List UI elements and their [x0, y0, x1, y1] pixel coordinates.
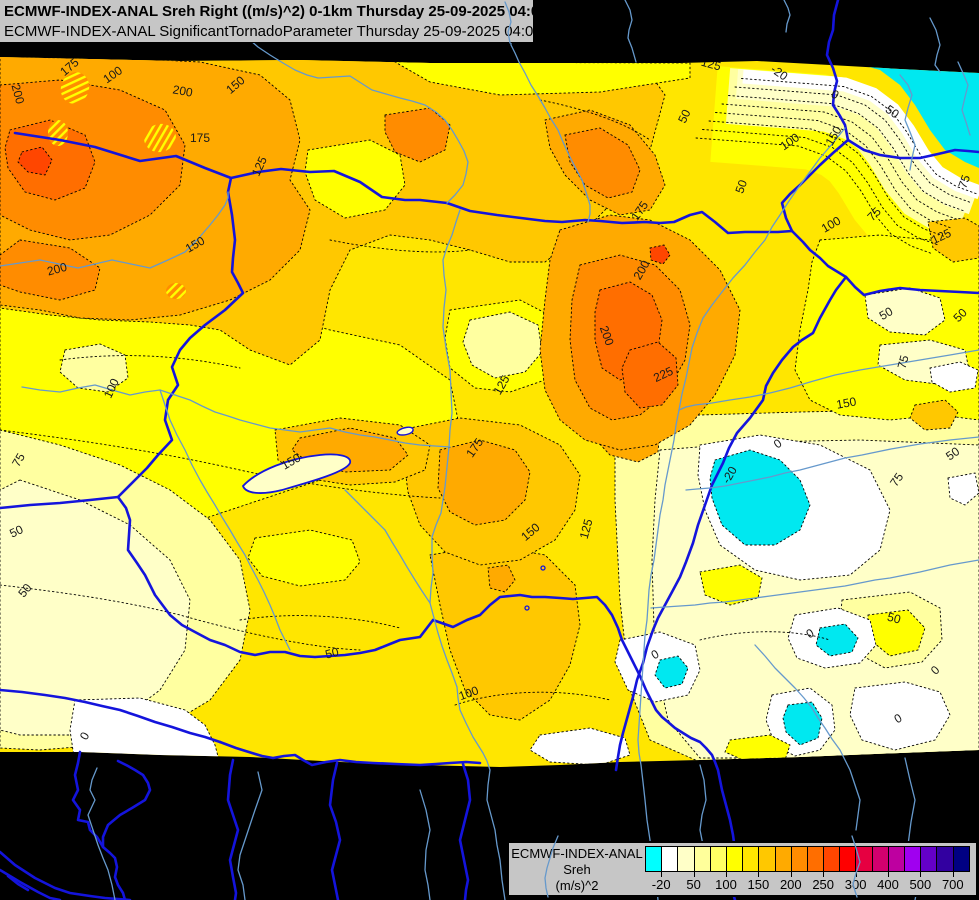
contour-label: 200: [597, 324, 617, 348]
legend-tick-label: 200: [779, 877, 802, 892]
contour-label: 50: [675, 107, 693, 125]
contour-line: [734, 86, 973, 204]
legend-tick-mark: [661, 872, 663, 877]
legend-tick-mark: [888, 872, 889, 877]
contour-line: [741, 78, 979, 195]
legend-tick-mark: [790, 872, 792, 877]
legend-swatch: [645, 846, 663, 872]
legend-tick-label: -20: [651, 877, 671, 892]
legend-swatch: [725, 846, 744, 872]
legend-swatch: [774, 846, 792, 872]
legend-tick-mark: [823, 872, 825, 877]
legend-swatch: [790, 846, 808, 872]
legend-swatch: [806, 846, 825, 872]
contour-label: 75: [955, 173, 973, 191]
title-line-2: ECMWF-INDEX-ANAL SignificantTornadoParam…: [4, 23, 542, 40]
contour-line: [695, 137, 934, 255]
contour-line: [715, 112, 953, 229]
legend-swatch: [904, 846, 922, 872]
coastline: [0, 868, 62, 900]
lakes: [241, 426, 546, 611]
contour-fills: [0, 57, 979, 767]
contour-label: 200: [45, 260, 68, 279]
legend-swatch: [855, 846, 873, 872]
legend-tick-label: 400: [877, 877, 899, 892]
contour-label: 50: [877, 304, 896, 323]
contour-label: 175: [190, 131, 210, 145]
contour-label: 100: [457, 683, 481, 703]
legend-swatch: [871, 846, 889, 872]
legend-tick-label: 700: [941, 877, 964, 892]
legend-swatch: [661, 846, 679, 872]
legend-colorbar: -20 50 100 150 200 250 300 400 500 700: [645, 843, 976, 895]
contour-label: 150: [835, 394, 857, 411]
legend-swatch: [742, 846, 760, 872]
legend-tick-label: 250: [812, 877, 835, 892]
legend-tick-label: 150: [747, 877, 770, 892]
contour-label: 125: [577, 517, 596, 540]
legend-tick-mark: [952, 872, 954, 877]
legend-tick-label: 50: [686, 877, 701, 892]
legend-tick-mark: [726, 872, 727, 877]
legend: ECMWF-INDEX-ANAL Sreh (m/s)^2 -20 50 100 15…: [507, 841, 978, 897]
legend-parameter: Sreh: [563, 862, 591, 877]
contour-label: 75: [895, 353, 912, 370]
contour-line: [728, 95, 966, 212]
contour-line: [721, 103, 960, 221]
contour-label: 50: [7, 522, 25, 540]
legend-swatch: [887, 846, 905, 872]
contour-label: 50: [732, 178, 750, 196]
legend-text: ECMWF-INDEX-ANAL Sreh (m/s)^2: [509, 843, 645, 895]
legend-swatch: [677, 846, 695, 872]
legend-tick-label: 100: [715, 877, 737, 892]
legend-swatch: [823, 846, 841, 872]
coastline: [6, 874, 30, 892]
contour-label: 200: [172, 82, 194, 99]
lake-balaton: [241, 453, 351, 494]
legend-swatch: [758, 846, 776, 872]
coastline: [0, 850, 132, 900]
title-box: ECMWF-INDEX-ANAL Sreh Right ((m/s)^2) 0-…: [0, 0, 548, 43]
legend-tick-mark: [920, 872, 922, 877]
contour-line: [708, 120, 947, 238]
legend-tick-mark: [758, 872, 760, 877]
legend-model: ECMWF-INDEX-ANAL: [511, 846, 643, 861]
lake-velence: [396, 426, 414, 436]
legend-swatch: [920, 846, 938, 872]
legend-tick-mark: [693, 872, 695, 877]
contour-label: 75: [9, 450, 28, 469]
legend-swatches: [645, 846, 970, 872]
legend-swatch: [839, 846, 857, 872]
legend-swatch: [709, 846, 727, 872]
legend-swatch: [952, 846, 970, 872]
legend-swatch: [693, 846, 711, 872]
contour-label: 50: [886, 610, 903, 627]
legend-swatch: [936, 846, 954, 872]
contour-label: 200: [9, 82, 28, 105]
title-line-1: ECMWF-INDEX-ANAL Sreh Right ((m/s)^2) 0-…: [4, 3, 548, 20]
legend-units: (m/s)^2: [555, 878, 599, 893]
contour-line: [702, 129, 940, 246]
legend-tick-label: 500: [909, 877, 932, 892]
contour-label: 50: [324, 645, 341, 662]
